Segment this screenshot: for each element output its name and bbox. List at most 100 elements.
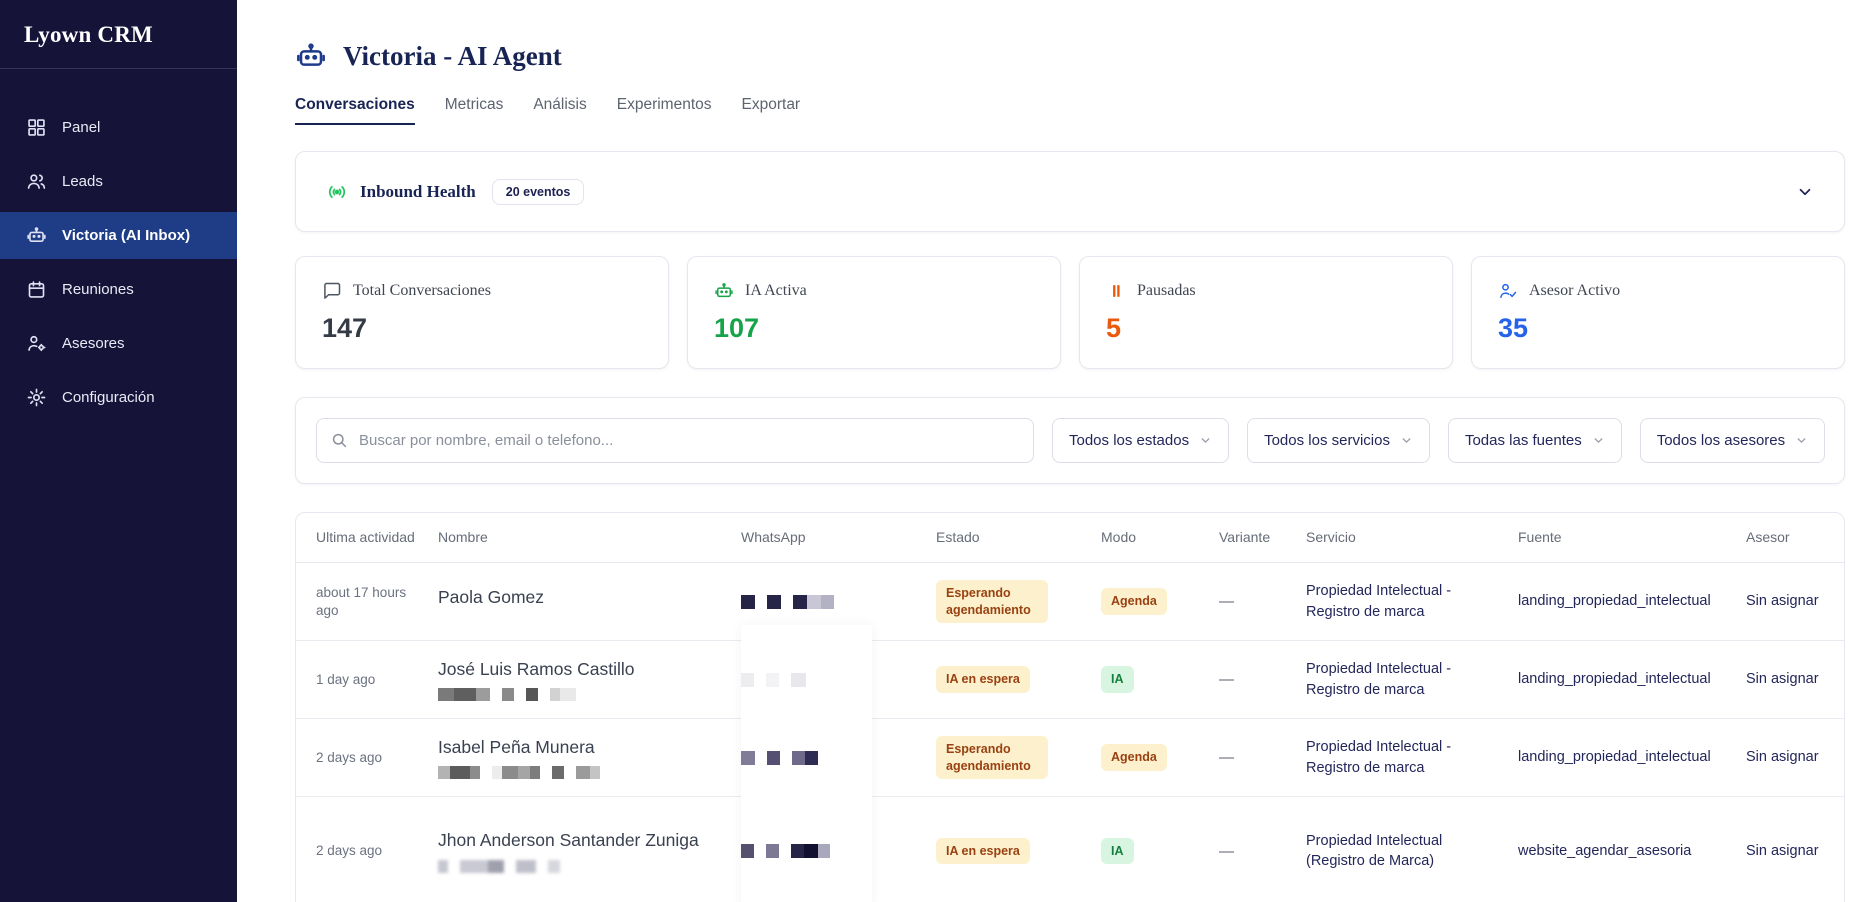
estado-cell: Esperando agendamiento — [936, 579, 1101, 624]
filter-label: Todas las fuentes — [1464, 432, 1582, 449]
stat-value: 107 — [714, 313, 760, 343]
redacted-contact-info — [438, 688, 741, 702]
stat-card-total-conversaciones: Total Conversaciones 147 — [295, 256, 669, 369]
asesor-value: Sin asignar — [1746, 671, 1819, 688]
stat-value: 35 — [1498, 313, 1529, 343]
filter-fuentes-dropdown[interactable]: Todas las fuentes — [1447, 418, 1622, 463]
table-header-row: Ultima actividad Nombre WhatsApp Estado … — [296, 513, 1844, 563]
status-badge: Esperando agendamiento — [936, 579, 1048, 624]
gear-icon — [26, 387, 47, 408]
sidebar-item-asesores[interactable]: Asesores — [0, 320, 237, 367]
sidebar-item-leads[interactable]: Leads — [0, 158, 237, 205]
contact-name: Paola Gomez — [438, 587, 545, 608]
fuente-value: landing_propiedad_intelectual — [1518, 749, 1711, 766]
conversations-table: Ultima actividad Nombre WhatsApp Estado … — [295, 512, 1845, 902]
redacted-contact-info — [438, 859, 741, 873]
chevron-down-icon — [1199, 434, 1212, 447]
search-icon — [330, 431, 348, 449]
chat-icon — [322, 281, 342, 301]
users-icon — [26, 171, 47, 192]
filter-servicios-dropdown[interactable]: Todos los servicios — [1247, 418, 1430, 463]
column-header: Fuente — [1518, 528, 1562, 545]
chevron-down-icon[interactable] — [1796, 183, 1814, 201]
filter-estados-dropdown[interactable]: Todos los estados — [1052, 418, 1230, 463]
servicio-value: Propiedad Intelectual - Registro de marc… — [1306, 661, 1452, 698]
sidebar-item-victoria[interactable]: Victoria (AI Inbox) — [0, 212, 237, 259]
robot-icon — [26, 225, 47, 246]
stat-label: Total Conversaciones — [353, 282, 491, 299]
variante-value: — — [1219, 749, 1234, 766]
stat-card-pausadas: Pausadas 5 — [1079, 256, 1453, 369]
servicio-value: Propiedad Intelectual - Registro de marc… — [1306, 739, 1452, 776]
filter-label: Todos los servicios — [1264, 432, 1390, 449]
mode-badge: Agenda — [1101, 744, 1167, 771]
table-row[interactable]: 2 days ago Isabel Peña Munera Esperando … — [296, 719, 1844, 797]
mode-badge: IA — [1101, 837, 1134, 865]
user-gear-icon — [26, 333, 47, 354]
signal-icon — [326, 181, 348, 203]
calendar-icon — [26, 279, 47, 300]
chevron-down-icon — [1400, 434, 1413, 447]
column-header: Estado — [936, 528, 980, 545]
sidebar-item-label: Reuniones — [62, 281, 134, 298]
asesor-value: Sin asignar — [1746, 842, 1819, 859]
tab-experimentos[interactable]: Experimentos — [616, 96, 712, 113]
tab-metricas[interactable]: Metricas — [444, 96, 504, 113]
contact-cell: José Luis Ramos Castillo — [438, 658, 741, 702]
pause-icon — [1106, 281, 1126, 301]
stat-card-ia-activa: IA Activa 107 — [687, 256, 1061, 369]
dashboard-icon — [26, 117, 47, 138]
whatsapp-redacted-number — [741, 672, 936, 687]
sidebar-divider — [0, 68, 237, 69]
last-activity: 1 day ago — [316, 671, 376, 687]
main-content: Victoria - AI Agent Conversaciones Metri… — [237, 0, 1852, 902]
column-header: Variante — [1219, 528, 1271, 545]
sidebar-item-label: Panel — [62, 119, 101, 136]
page-title: Victoria - AI Agent — [343, 40, 562, 71]
column-header: Modo — [1101, 528, 1137, 545]
last-activity: 2 days ago — [316, 749, 383, 765]
sidebar-item-panel[interactable]: Panel — [0, 104, 237, 151]
sidebar-nav: Panel Leads Victoria (AI Inbox) Reunione… — [0, 69, 237, 421]
tab-analisis[interactable]: Análisis — [533, 96, 587, 113]
asesor-value: Sin asignar — [1746, 749, 1819, 766]
table-row[interactable]: 1 day ago José Luis Ramos Castillo IA en… — [296, 641, 1844, 719]
contact-cell: Paola Gomez — [438, 586, 741, 617]
asesor-value: Sin asignar — [1746, 593, 1819, 610]
whatsapp-redacted-number — [741, 844, 936, 858]
fuente-value: landing_propiedad_intelectual — [1518, 671, 1711, 688]
sidebar-item-label: Configuración — [62, 389, 155, 406]
estado-cell: Esperando agendamiento — [936, 735, 1101, 780]
tab-bar: Conversaciones Metricas Análisis Experim… — [295, 96, 1845, 125]
robot-icon — [295, 40, 327, 72]
filter-label: Todos los asesores — [1656, 432, 1786, 449]
modo-cell: IA — [1101, 666, 1219, 693]
sidebar-item-reuniones[interactable]: Reuniones — [0, 266, 237, 313]
chevron-down-icon — [1795, 434, 1808, 447]
column-header: Servicio — [1306, 528, 1356, 545]
table-row[interactable]: about 17 hours ago Paola Gomez Esperando… — [296, 563, 1844, 641]
stat-value: 147 — [322, 313, 368, 343]
mode-badge: Agenda — [1101, 588, 1167, 615]
inbound-health-panel[interactable]: Inbound Health 20 eventos — [295, 151, 1845, 232]
column-header: Ultima actividad — [316, 528, 415, 545]
whatsapp-redacted-number — [741, 750, 936, 765]
contact-name: Isabel Peña Munera — [438, 736, 595, 757]
last-activity: 2 days ago — [316, 843, 383, 859]
status-badge: Esperando agendamiento — [936, 735, 1048, 780]
stat-cards: Total Conversaciones 147 IA Activa 107 — [295, 256, 1845, 369]
contact-cell: Jhon Anderson Santander Zuniga — [438, 829, 741, 873]
search-input[interactable] — [316, 418, 1034, 463]
table-row[interactable]: 2 days ago Jhon Anderson Santander Zunig… — [296, 797, 1844, 902]
table-body: about 17 hours ago Paola Gomez Esperando… — [296, 563, 1844, 902]
tab-exportar[interactable]: Exportar — [741, 96, 801, 113]
tab-conversaciones[interactable]: Conversaciones — [295, 96, 415, 125]
modo-cell: Agenda — [1101, 744, 1219, 771]
mode-badge: IA — [1101, 666, 1134, 693]
contact-name: Jhon Anderson Santander Zuniga — [438, 830, 699, 851]
stat-label: Pausadas — [1137, 282, 1196, 299]
filter-asesores-dropdown[interactable]: Todos los asesores — [1639, 418, 1826, 463]
sidebar-item-configuracion[interactable]: Configuración — [0, 374, 237, 421]
stat-label: Asesor Activo — [1529, 282, 1621, 299]
sidebar-item-label: Victoria (AI Inbox) — [62, 227, 191, 244]
